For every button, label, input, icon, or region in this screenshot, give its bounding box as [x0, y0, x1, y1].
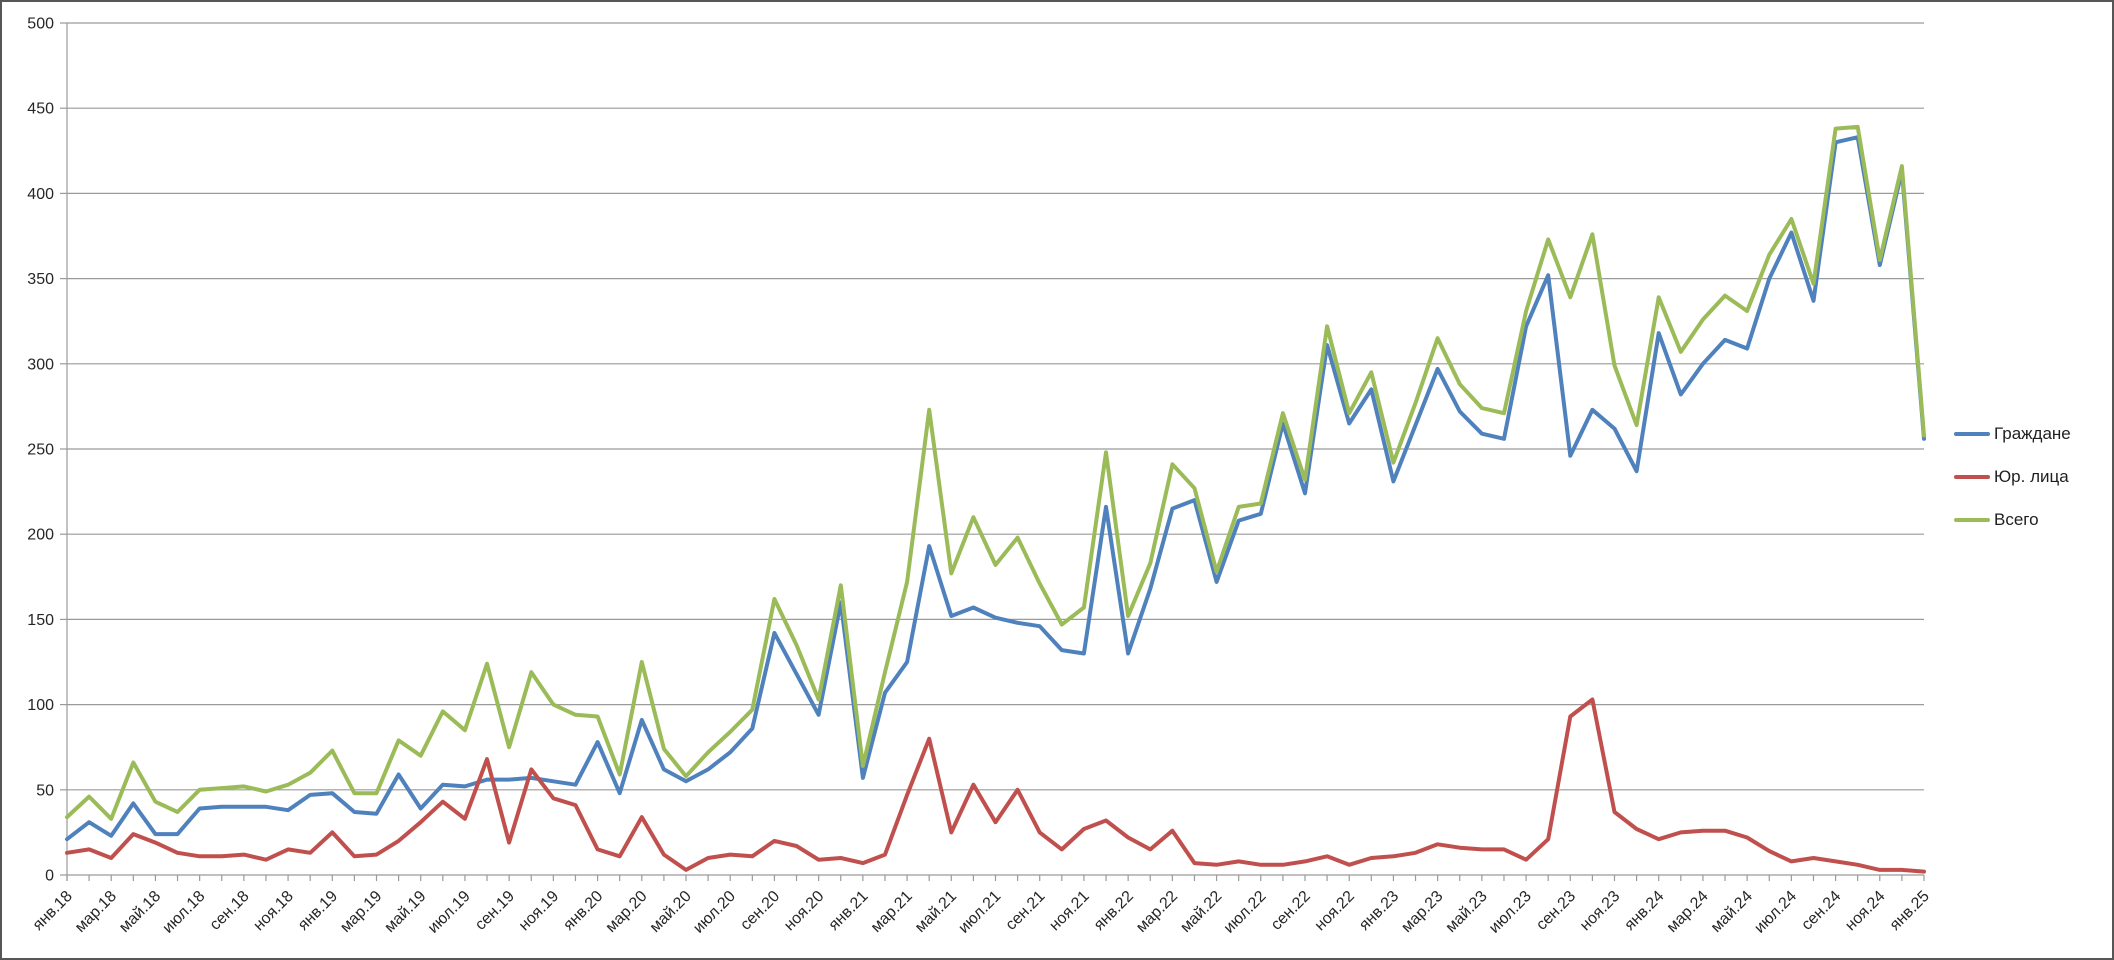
- x-axis-label: янв.20: [560, 888, 606, 934]
- x-axis-label: янв.24: [1621, 888, 1667, 934]
- x-axis-label: июл.24: [1751, 888, 1800, 937]
- legend-swatch-yur-litsa-icon: [1954, 475, 1990, 479]
- x-axis-label: июл.22: [1221, 888, 1270, 937]
- x-axis-label: сен.20: [737, 888, 783, 934]
- y-axis-label: 50: [36, 782, 54, 799]
- legend-item-vsego[interactable]: Всего: [1954, 509, 2071, 531]
- x-axis-label: июл.19: [425, 888, 474, 937]
- y-axis-label: 250: [27, 442, 54, 459]
- legend-item-yur-litsa[interactable]: Юр. лица: [1954, 466, 2071, 488]
- x-axis-label: июл.20: [690, 888, 739, 937]
- legend-label: Юр. лица: [1994, 467, 2069, 486]
- x-axis-label: янв.18: [30, 888, 76, 934]
- x-axis-label: янв.21: [826, 888, 872, 934]
- x-axis-label: ноя.19: [516, 888, 562, 934]
- x-axis-label: мар.19: [337, 888, 385, 936]
- x-axis-label: янв.22: [1091, 888, 1137, 934]
- x-axis-label: май.19: [381, 888, 429, 936]
- x-axis-label: июл.23: [1486, 888, 1535, 937]
- legend-swatch-vsego-icon: [1954, 518, 1990, 522]
- x-axis-label: май.20: [647, 888, 695, 936]
- series-line-grazhdane: [65, 135, 1926, 842]
- series-line-vsego: [65, 124, 1926, 821]
- y-axis-label: 150: [27, 612, 54, 629]
- legend-label: Всего: [1994, 510, 2039, 529]
- x-axis-label: ноя.20: [781, 888, 827, 934]
- x-axis-label: июл.18: [160, 888, 209, 937]
- legend-swatch-grazhdane-icon: [1954, 432, 1990, 436]
- x-axis-label: ноя.21: [1046, 888, 1092, 934]
- y-axis-label: 300: [27, 356, 54, 373]
- x-axis-label: сен.22: [1268, 888, 1314, 934]
- x-axis-label: ноя.23: [1577, 888, 1623, 934]
- x-axis-label: мар.21: [868, 888, 916, 936]
- y-axis-label: 0: [45, 868, 54, 885]
- y-axis-label: 200: [27, 527, 54, 544]
- x-axis-label: мар.24: [1664, 888, 1712, 936]
- y-axis-label: 500: [27, 16, 54, 33]
- x-axis-label: мар.23: [1398, 888, 1446, 936]
- x-axis-label: май.23: [1443, 888, 1491, 936]
- x-axis-label: янв.25: [1887, 888, 1933, 934]
- series-line-yur-litsa: [65, 697, 1926, 874]
- y-axis-label: 400: [27, 186, 54, 203]
- x-axis-label: янв.23: [1356, 888, 1402, 934]
- y-axis-label: 100: [27, 697, 54, 714]
- x-axis-label: май.24: [1708, 888, 1756, 936]
- x-axis-label: мар.20: [602, 888, 650, 936]
- x-axis-label: май.22: [1177, 888, 1225, 936]
- chart-legend: Граждане Юр. лица Всего: [1954, 423, 2071, 531]
- x-axis-label: ноя.24: [1842, 888, 1888, 934]
- x-axis-label: сен.19: [472, 888, 518, 934]
- x-axis-label: янв.19: [295, 888, 341, 934]
- x-axis-label: мар.22: [1133, 888, 1181, 936]
- y-axis-label: 350: [27, 271, 54, 288]
- x-axis-label: май.18: [116, 888, 164, 936]
- x-axis-label: май.21: [912, 888, 960, 936]
- x-axis-label: ноя.22: [1312, 888, 1358, 934]
- legend-label: Граждане: [1994, 424, 2071, 443]
- legend-item-grazhdane[interactable]: Граждане: [1954, 423, 2071, 445]
- x-axis-label: мар.18: [72, 888, 120, 936]
- x-axis-label: ноя.18: [250, 888, 296, 934]
- y-axis-label: 450: [27, 101, 54, 118]
- x-axis-label: сен.18: [207, 888, 253, 934]
- x-axis-label: сен.21: [1003, 888, 1049, 934]
- x-axis-label: сен.23: [1533, 888, 1579, 934]
- x-axis-label: сен.24: [1798, 888, 1844, 934]
- x-axis-label: июл.21: [955, 888, 1004, 937]
